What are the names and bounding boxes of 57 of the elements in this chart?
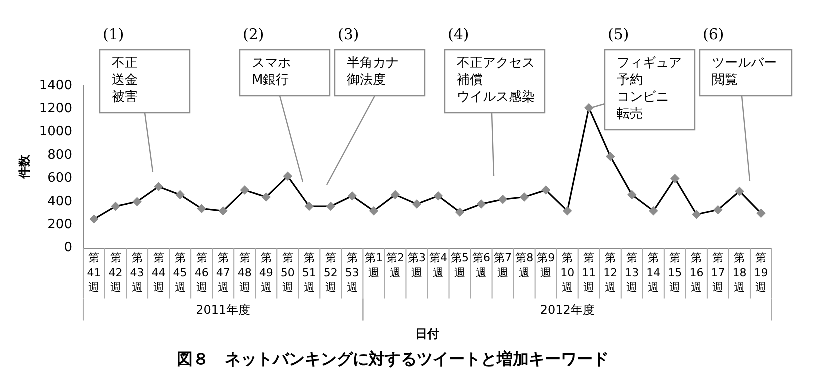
y-tick-label: 200	[48, 217, 72, 232]
text: (3)	[338, 25, 360, 44]
x-tick-label: 第5週	[451, 252, 470, 280]
x-tick-label: 第1週	[364, 252, 383, 280]
x-tick-label: 第52週	[324, 252, 338, 294]
x-tick-label: 第7週	[494, 252, 512, 280]
x-tick-label: 第3週	[408, 252, 426, 280]
x-tick-label: 第10週	[560, 252, 575, 294]
x-tick-label: 第48週	[238, 252, 252, 294]
x-tick-label: 第53週	[345, 252, 360, 294]
text: (5)	[608, 25, 630, 44]
annotation: 不正送金被害	[112, 56, 138, 105]
text: (2)	[243, 25, 264, 44]
y-tick-label: 800	[48, 148, 72, 163]
x-tick-label: 第14週	[646, 252, 661, 294]
y-tick-label: 600	[48, 171, 72, 186]
annotation: 不正アクセス補償ウイルス感染	[457, 56, 535, 105]
x-tick-label: 第43週	[130, 252, 144, 294]
y-tick-label: 1400	[39, 78, 72, 94]
y-tick-label: 1200	[39, 102, 72, 117]
x-tick-label: 第17週	[711, 252, 726, 294]
x-tick-label: 第49週	[259, 252, 274, 294]
x-tick-label: 第8週	[516, 252, 534, 280]
x-axis-title: 日付	[416, 326, 440, 341]
x-tick-label: 第47週	[216, 252, 230, 294]
x-tick-label: 第13週	[625, 252, 640, 294]
text: (4)	[448, 25, 470, 44]
annotation: ツールバー閲覧	[712, 56, 777, 88]
x-tick-label: 第51週	[302, 252, 316, 294]
x-tick-label: 第16週	[690, 252, 704, 294]
y-axis-title: 件数	[17, 154, 32, 180]
text: 図８ ネットバンキングに対するツイートと増加キーワード	[177, 350, 609, 369]
x-tick-label: 第12週	[604, 252, 618, 294]
annotation: 半角カナ御法度	[347, 56, 399, 88]
x-tick-label: 第9週	[537, 252, 556, 280]
y-tick-label: 400	[48, 194, 72, 210]
x-tick-label: 第44週	[152, 252, 166, 294]
y-tick-label: 0	[64, 240, 72, 256]
text: (6)	[703, 25, 724, 44]
x-tick-label: 第4週	[430, 252, 448, 280]
x-tick-label: 第11週	[582, 252, 596, 294]
x-tick-label: 第50週	[280, 252, 295, 294]
x-tick-label: 第6週	[472, 252, 491, 280]
x-tick-label: 第19週	[754, 252, 768, 294]
x-tick-label: 第41週	[87, 252, 102, 294]
annotation: スマホM銀行	[252, 56, 291, 88]
y-tick-label: 1000	[39, 124, 72, 140]
x-tick-label: 第15週	[668, 252, 682, 294]
x-tick-label: 第18週	[732, 252, 747, 294]
annotation: フィギュア予約コンビニ転売	[617, 56, 682, 122]
x-tick-label: 第46週	[194, 252, 209, 294]
x-tick-label: 第42週	[108, 252, 123, 294]
x-tick-label: 第45週	[173, 252, 188, 294]
text: 2011年度	[196, 302, 251, 317]
text: 2012年度	[540, 302, 595, 317]
text: (1)	[103, 25, 124, 44]
x-tick-label: 第2週	[386, 252, 404, 280]
